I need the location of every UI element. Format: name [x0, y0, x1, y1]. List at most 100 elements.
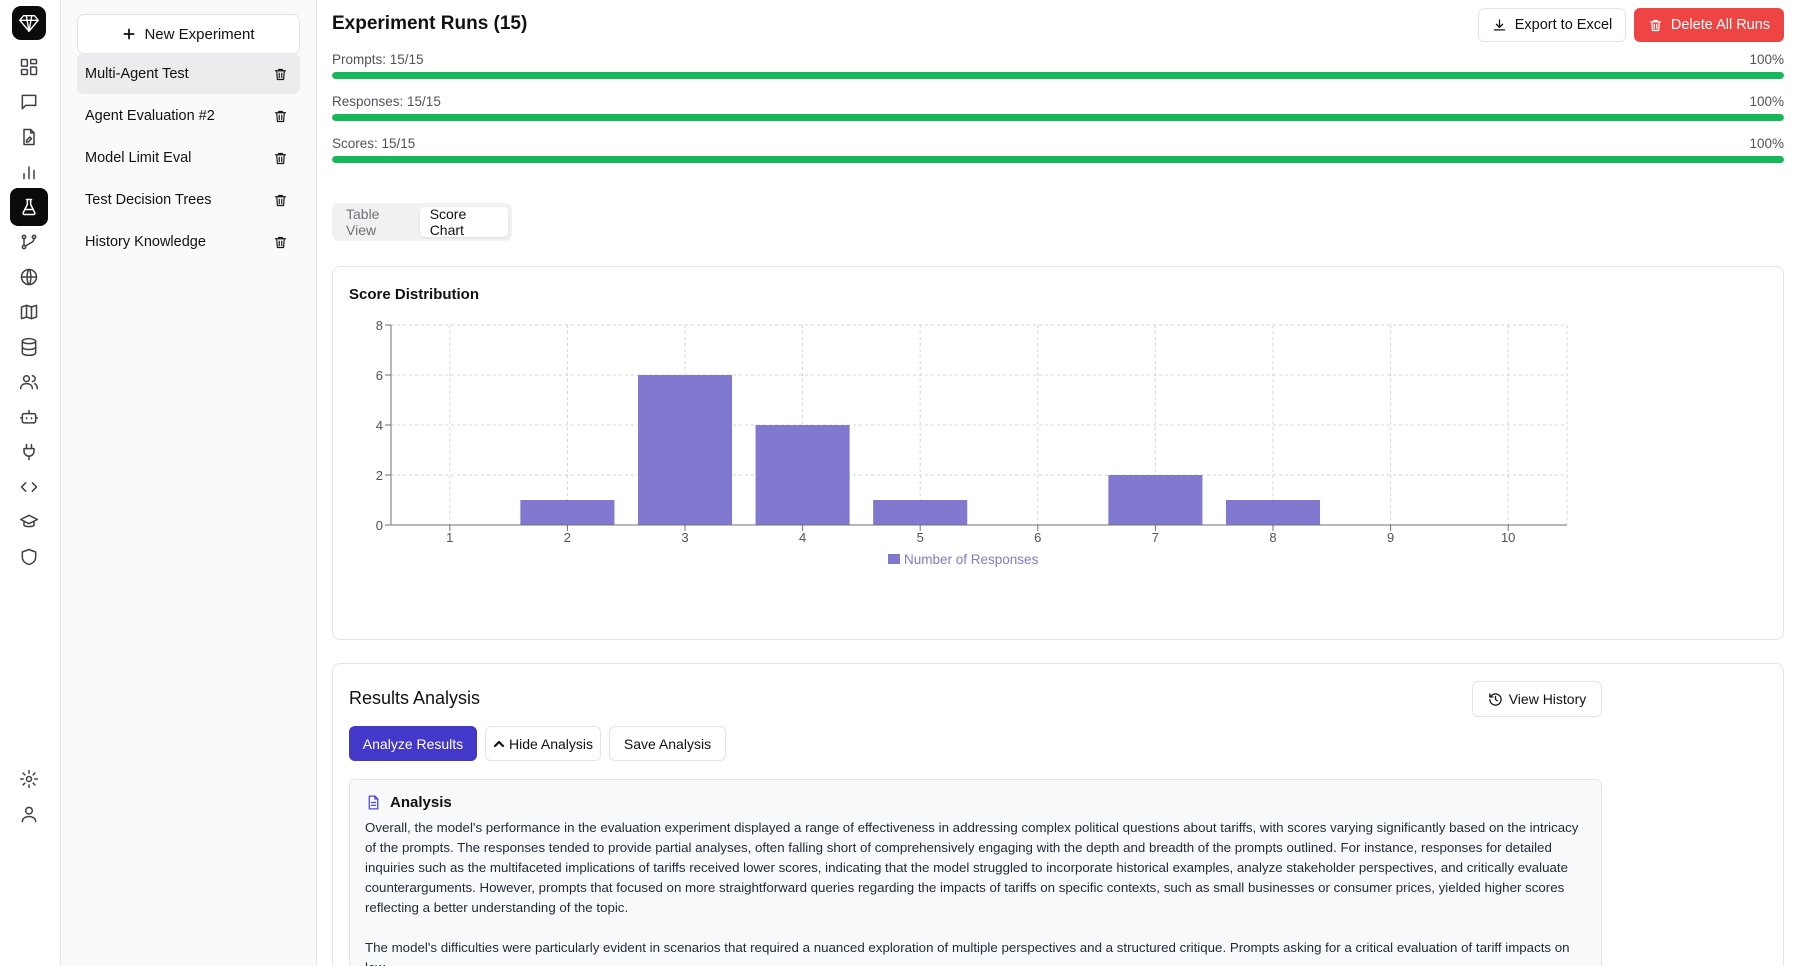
diamond-icon [19, 14, 39, 32]
experiment-item[interactable]: Test Decision Trees [77, 180, 300, 220]
nav-users[interactable] [10, 363, 48, 401]
chart-title: Score Distribution [349, 286, 480, 303]
tab-table-view[interactable]: Table View [346, 206, 380, 238]
progress-bar [332, 72, 1784, 79]
progress-fill [332, 156, 1784, 163]
progress-label: Scores: 15/15 [332, 136, 416, 151]
x-tick-label: 5 [917, 530, 924, 545]
analysis-paragraph: Overall, the model's performance in the … [365, 820, 1579, 915]
results-analysis-card: Results Analysis View History Analyze Re… [332, 663, 1784, 966]
delete-label: Delete All Runs [1670, 17, 1771, 33]
app-logo[interactable] [12, 6, 46, 40]
bar-chart-icon [23, 166, 35, 180]
progress-label: Prompts: 15/15 [332, 52, 424, 67]
settings-icon [19, 769, 39, 789]
icon-rail [0, 0, 61, 966]
document-edit-icon [23, 128, 35, 146]
page-title: Experiment Runs (15) [332, 13, 528, 34]
bar-3 [637, 375, 733, 525]
analysis-header: Analysis [365, 794, 1586, 811]
bar-5 [873, 500, 968, 525]
analysis-text: Overall, the model's performance in the … [365, 818, 1586, 966]
nav-dashboard[interactable] [10, 48, 48, 86]
view-history-button[interactable]: View History [1472, 681, 1602, 717]
progress-fill [332, 114, 1784, 121]
trash-icon[interactable] [273, 193, 288, 208]
nav-integrations[interactable] [10, 433, 48, 471]
experiment-label: Test Decision Trees [85, 192, 212, 208]
experiment-item[interactable]: Agent Evaluation #2 [77, 96, 300, 136]
trash-icon[interactable] [273, 109, 288, 124]
progress-bar [332, 114, 1784, 121]
nav-agents[interactable] [10, 398, 48, 436]
nav-documents[interactable] [10, 118, 48, 156]
x-tick-label: 7 [1152, 530, 1159, 545]
legend-label: Number of Responses [904, 552, 1039, 567]
results-title: Results Analysis [349, 688, 481, 708]
x-tick-label: 8 [1269, 530, 1276, 545]
chat-icon [21, 94, 37, 110]
view-history-label: View History [1508, 691, 1587, 707]
document-icon [368, 795, 379, 810]
x-tick-label: 3 [681, 530, 688, 545]
experiment-item[interactable]: Multi-Agent Test [77, 54, 300, 94]
delete-all-runs-button[interactable]: Delete All Runs [1634, 8, 1784, 42]
analysis-panel: Analysis Overall, the model's performanc… [349, 779, 1602, 966]
nav-analytics[interactable] [10, 153, 48, 191]
score-distribution-chart: 0 2 4 6 8 1 2 3 4 5 6 7 8 9 10 Number of Responses [376, 318, 1568, 567]
bot-icon [19, 409, 39, 424]
nav-security[interactable] [10, 538, 48, 576]
nav-code[interactable] [10, 468, 48, 506]
plus-icon [124, 28, 135, 40]
nav-workflows[interactable] [10, 223, 48, 261]
git-branch-icon [21, 234, 37, 250]
progress-responses: Responses: 15/15 100% [332, 94, 1784, 121]
nav-chat[interactable] [10, 83, 48, 121]
y-tick-label: 4 [376, 418, 383, 433]
trash-icon[interactable] [273, 235, 288, 250]
nav-map[interactable] [10, 293, 48, 331]
experiment-label: Model Limit Eval [85, 150, 192, 166]
tab-score-chart[interactable]: Score Chart [419, 206, 508, 238]
new-experiment-label: New Experiment [144, 25, 255, 43]
trash-icon[interactable] [273, 67, 288, 82]
score-chart-card: Score Distribution 0 2 4 6 8 1 2 3 4 5 6 7 8 9 10 Numbe… [332, 266, 1784, 640]
hide-analysis-label: Hide Analysis [508, 735, 594, 752]
bar-4 [755, 425, 850, 525]
nav-web[interactable] [10, 258, 48, 296]
nav-settings[interactable] [10, 760, 48, 798]
x-tick-label: 2 [564, 530, 571, 545]
nav-training[interactable] [10, 503, 48, 541]
save-analysis-button[interactable]: Save Analysis [609, 726, 726, 761]
download-icon [1493, 18, 1505, 30]
analyze-results-button[interactable]: Analyze Results [349, 726, 477, 761]
y-tick-label: 0 [376, 518, 383, 533]
y-tick-label: 6 [376, 368, 383, 383]
database-icon [21, 337, 37, 357]
trash-icon[interactable] [273, 151, 288, 166]
x-tick-label: 6 [1034, 530, 1041, 545]
nav-profile[interactable] [10, 795, 48, 833]
plug-icon [23, 443, 35, 461]
new-experiment-button[interactable]: New Experiment [77, 14, 300, 54]
globe-icon [20, 268, 38, 286]
chevron-up-icon [493, 740, 505, 747]
history-icon [1488, 692, 1502, 706]
nav-database[interactable] [10, 328, 48, 366]
hide-analysis-button[interactable]: Hide Analysis [485, 726, 601, 761]
progress-percent: 100% [1749, 52, 1784, 67]
experiment-item[interactable]: Model Limit Eval [77, 138, 300, 178]
progress-label: Responses: 15/15 [332, 94, 441, 109]
x-tick-label: 9 [1387, 530, 1394, 545]
experiment-item[interactable]: History Knowledge [77, 222, 300, 262]
progress-fill [332, 72, 1784, 79]
experiment-label: Multi-Agent Test [85, 66, 189, 82]
graduation-cap-icon [19, 514, 39, 528]
map-icon [20, 304, 38, 320]
export-excel-button[interactable]: Export to Excel [1478, 8, 1626, 42]
nav-experiments[interactable] [10, 188, 48, 226]
view-tabs: Table View Score Chart [332, 203, 512, 241]
analysis-paragraph: The model's difficulties were particular… [365, 940, 1570, 966]
legend-swatch [888, 554, 900, 564]
y-tick-label: 2 [376, 468, 383, 483]
